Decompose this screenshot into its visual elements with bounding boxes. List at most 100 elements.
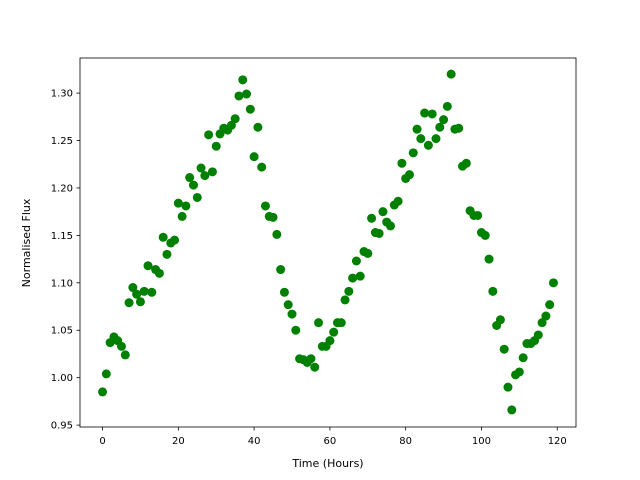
point [124, 298, 134, 308]
point [412, 124, 422, 134]
y-axis-label: Normalised Flux [20, 198, 33, 287]
point [185, 173, 195, 183]
point [439, 115, 449, 125]
point [249, 152, 259, 162]
point [200, 171, 210, 181]
point [279, 287, 289, 297]
point [408, 148, 418, 158]
y-tick-label: 0.95 [51, 421, 73, 432]
point [162, 249, 172, 259]
point [128, 283, 138, 293]
point [238, 75, 248, 85]
point [143, 261, 153, 271]
point [393, 196, 403, 206]
point [268, 212, 278, 222]
point [416, 134, 426, 144]
x-axis-label: Time (Hours) [291, 457, 363, 470]
point [435, 122, 445, 132]
point [272, 229, 282, 239]
point [196, 163, 206, 173]
point [495, 315, 505, 325]
point [192, 192, 202, 202]
point [242, 89, 252, 99]
point [386, 221, 396, 231]
y-tick-label: 1.10 [51, 278, 73, 289]
point [245, 104, 255, 114]
point [548, 278, 558, 288]
point [351, 256, 361, 266]
point [260, 201, 270, 211]
x-tick-label: 40 [248, 436, 261, 447]
point [503, 382, 513, 392]
point [204, 130, 214, 140]
y-tick-label: 1.05 [51, 326, 73, 337]
point [257, 162, 267, 172]
x-tick-label: 120 [548, 436, 567, 447]
point [158, 232, 168, 242]
point [533, 330, 543, 340]
point [139, 286, 149, 296]
point [170, 235, 180, 245]
x-tick-label: 0 [99, 436, 105, 447]
point [188, 180, 198, 190]
point [314, 318, 324, 328]
point [404, 170, 414, 180]
point [207, 167, 217, 177]
y-tick-label: 1.15 [51, 231, 73, 242]
point [344, 286, 354, 296]
point [363, 248, 373, 258]
point [336, 318, 346, 328]
point [226, 120, 236, 130]
point [420, 108, 430, 118]
point [499, 344, 509, 354]
point [173, 198, 183, 208]
point [287, 309, 297, 319]
point [473, 210, 483, 220]
x-tick-label: 80 [399, 436, 412, 447]
point [355, 271, 365, 281]
point [397, 158, 407, 168]
point [461, 158, 471, 168]
point [442, 101, 452, 111]
point [276, 265, 286, 275]
point [537, 318, 547, 328]
point [291, 325, 301, 335]
point [325, 336, 335, 346]
y-tick-label: 1.20 [51, 183, 73, 194]
point [310, 362, 320, 372]
point [181, 201, 191, 211]
point [431, 134, 441, 144]
point [488, 286, 498, 296]
x-tick-label: 20 [172, 436, 185, 447]
x-tick-label: 100 [472, 436, 491, 447]
point [154, 268, 164, 278]
point [306, 354, 316, 364]
point [484, 254, 494, 264]
y-tick-label: 1.25 [51, 136, 73, 147]
point [378, 207, 388, 217]
y-tick-label: 1.00 [51, 373, 73, 384]
point [541, 311, 551, 321]
point [98, 387, 108, 397]
point [348, 273, 358, 283]
axes-frame [79, 57, 577, 428]
point [480, 230, 490, 240]
point [283, 300, 293, 310]
point [340, 295, 350, 305]
point [446, 69, 456, 79]
point [132, 289, 142, 299]
point [253, 122, 263, 132]
point [329, 327, 339, 337]
point [147, 287, 157, 297]
point [454, 123, 464, 133]
point [135, 297, 145, 307]
point [211, 141, 221, 151]
point [120, 350, 130, 360]
point [545, 300, 555, 310]
point [101, 369, 111, 379]
point [177, 211, 187, 221]
point [514, 367, 524, 377]
point [427, 109, 437, 119]
point [423, 140, 433, 150]
